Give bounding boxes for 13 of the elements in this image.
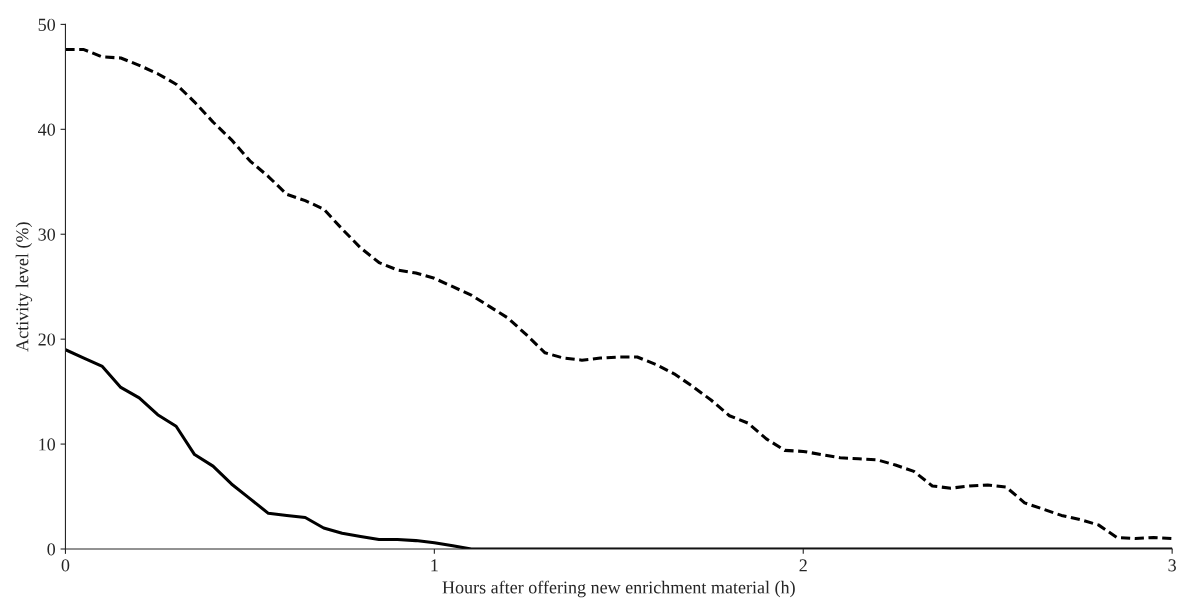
x-tick-label: 2: [799, 559, 807, 572]
x-tick-label: 1: [431, 559, 438, 572]
y-tick-label: 10: [39, 438, 56, 451]
y-tick-label: 0: [47, 543, 56, 556]
x-tick-label: 3: [1168, 559, 1176, 572]
y-tick-label: 30: [38, 228, 56, 241]
y-tick-label: 20: [38, 333, 56, 346]
x-tick-label: 0: [61, 559, 70, 572]
y-axis-title: Activity level (%): [15, 222, 33, 352]
x-axis-title: Hours after offering new enrichment material (h): [442, 580, 795, 598]
line-series: [65, 48, 1173, 541]
y-tick-label: 40: [38, 123, 56, 136]
y-tick-label: 50: [38, 18, 56, 31]
